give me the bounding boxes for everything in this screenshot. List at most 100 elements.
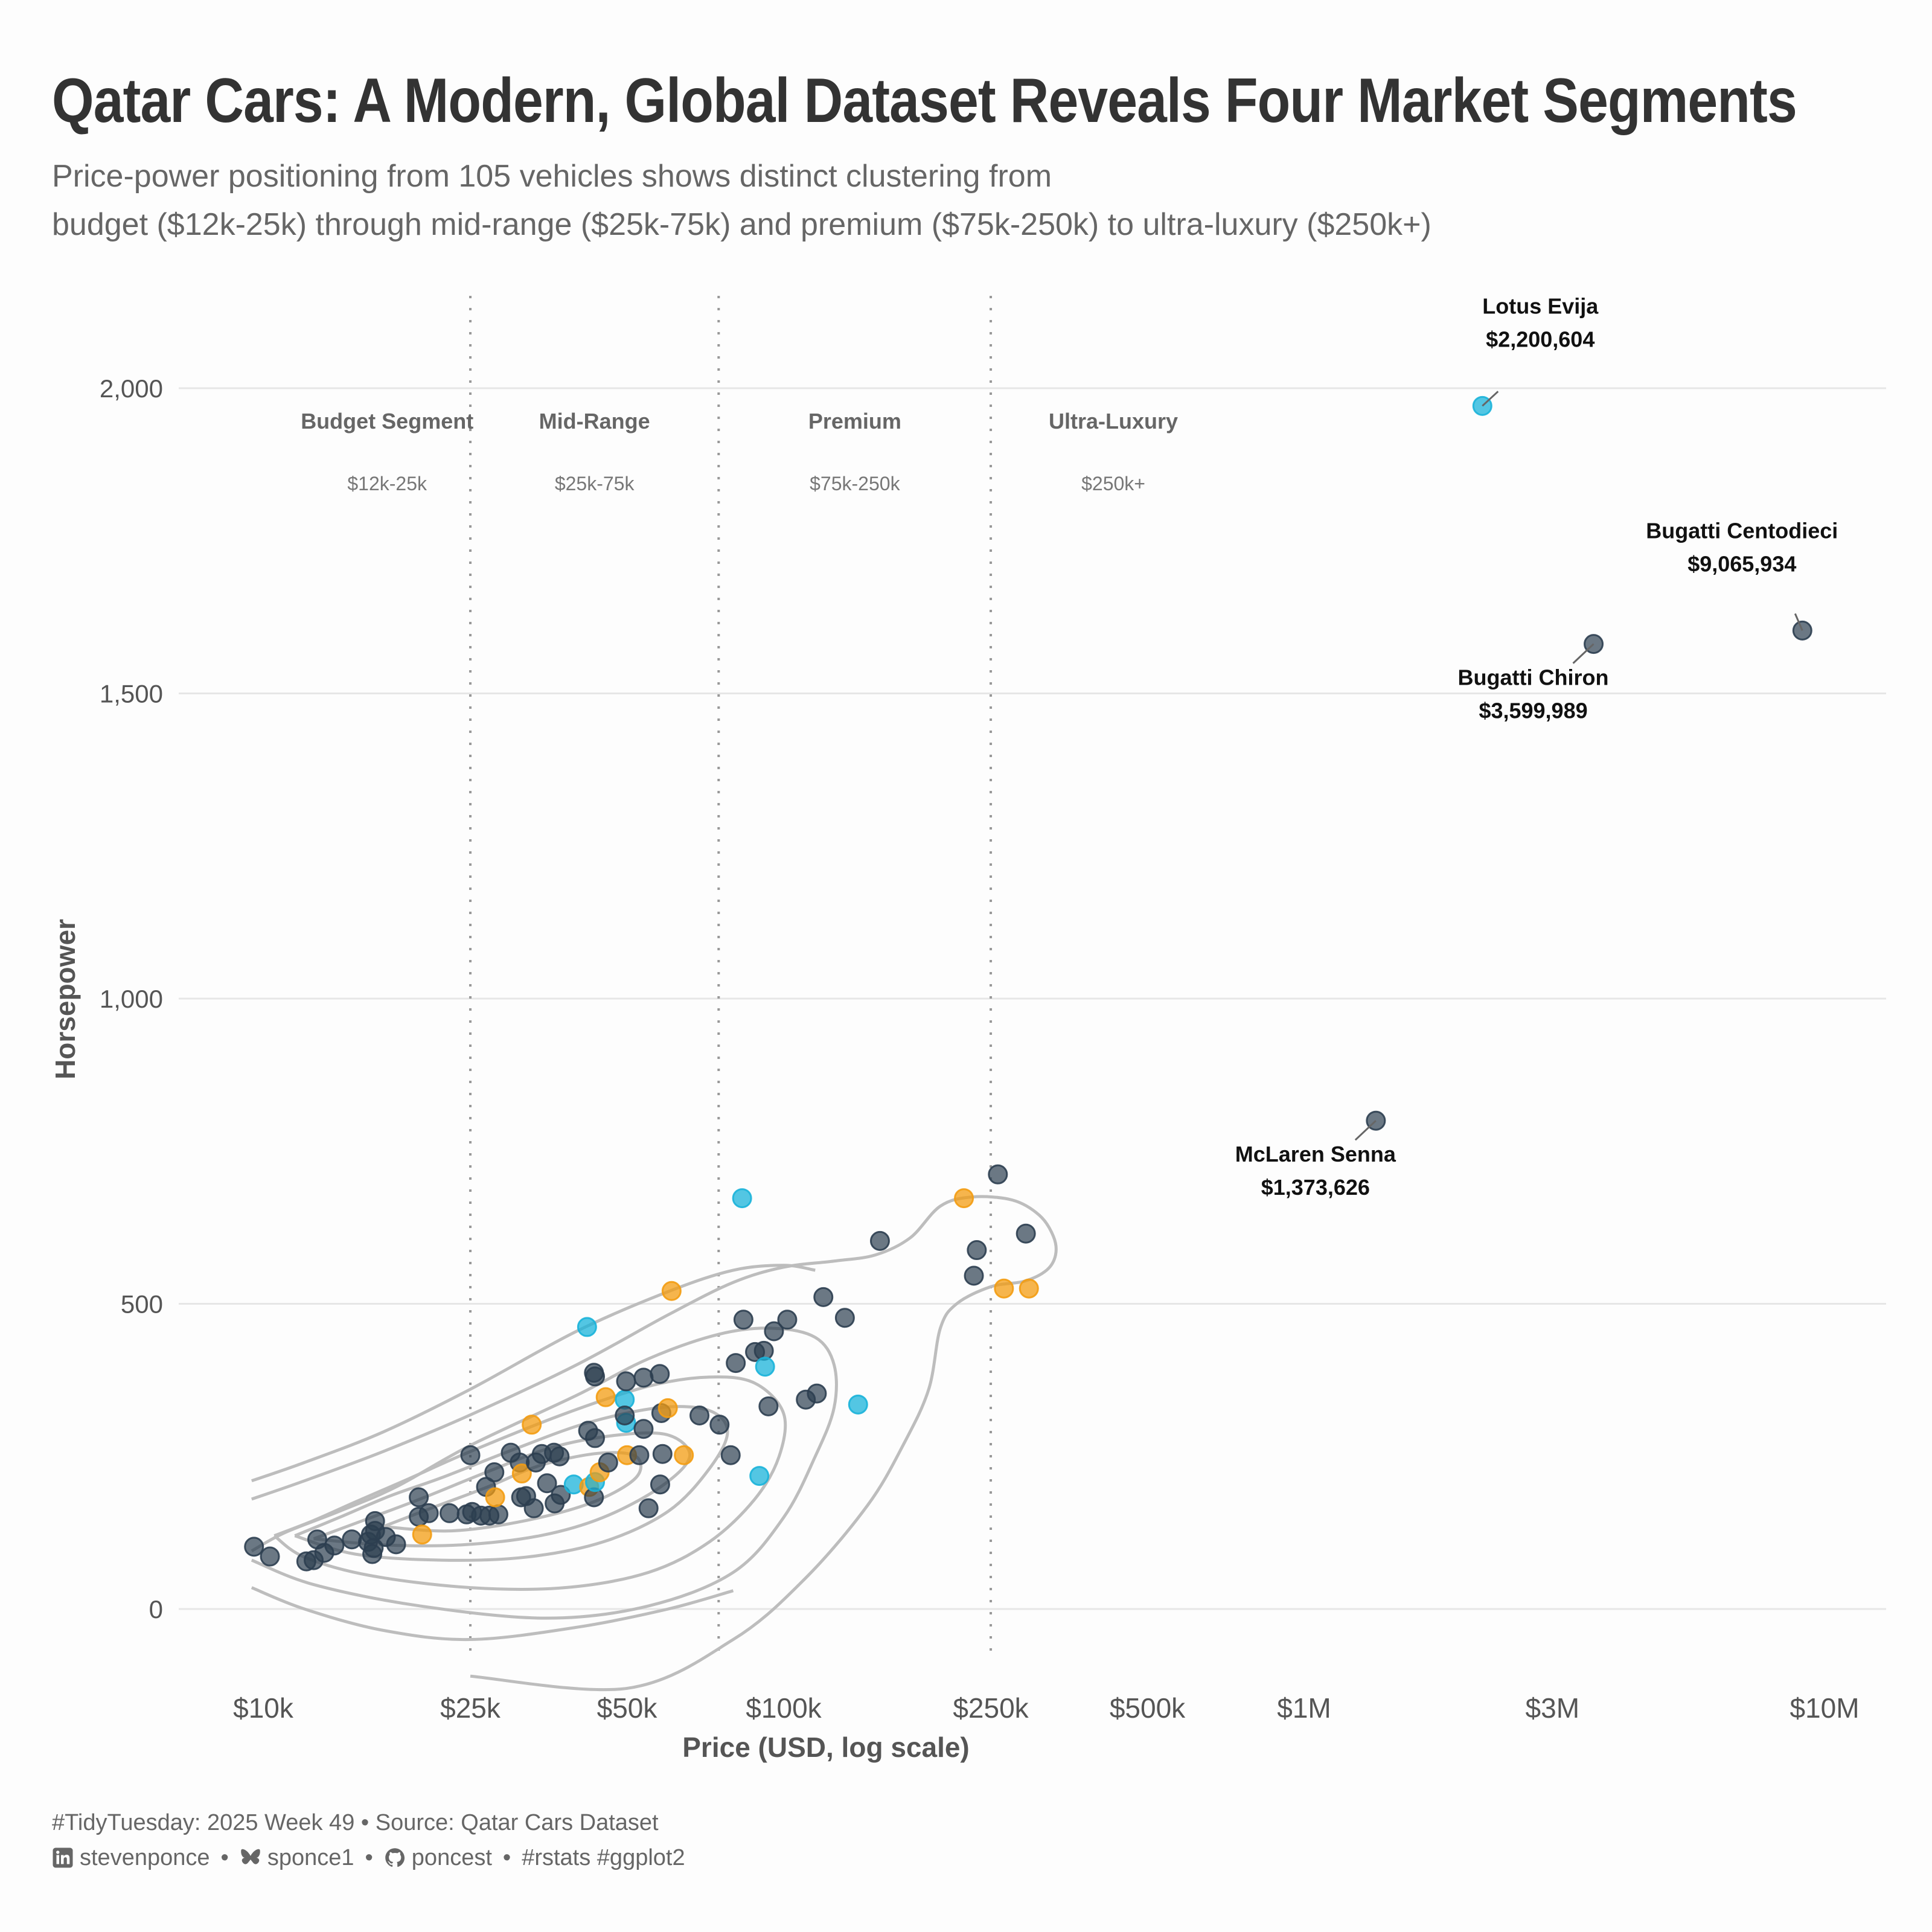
subtitle-line-2: budget ($12k-25k) through mid-range ($25… [52, 207, 1431, 242]
data-point-orange [674, 1445, 694, 1465]
bullet-separator: • [365, 1845, 373, 1870]
x-tick-label: $3M [1526, 1692, 1579, 1724]
data-point-orange [485, 1487, 505, 1508]
data-point-dark [633, 1419, 654, 1439]
density-contour-line [251, 1195, 1058, 1692]
density-contour-line [251, 1586, 734, 1642]
x-tick-label: $25k [440, 1692, 501, 1724]
data-point-dark [537, 1473, 557, 1494]
data-point-dark [967, 1240, 987, 1261]
y-tick-label: 1,000 [100, 985, 163, 1013]
data-point-orange [1019, 1278, 1039, 1299]
caption: #TidyTuesday: 2025 Week 49 • Source: Qat… [52, 1805, 685, 1875]
segment-name-label: Mid-Range [539, 409, 650, 433]
data-point-dark [758, 1396, 779, 1416]
segment-range-label: $75k-250k [810, 473, 900, 494]
annotation-car-name: Lotus Evija [1482, 293, 1599, 318]
data-point-cyan [749, 1466, 770, 1486]
annotations: Lotus Evija $2,200,604 Bugatti Centodieci $… [1235, 293, 1838, 1200]
chart-title: Qatar Cars: A Modern, Global Dataset Rev… [52, 66, 1797, 136]
data-point-cyan [848, 1394, 868, 1415]
x-tick-label: $500k [1110, 1692, 1186, 1724]
density-contour-line [273, 1375, 787, 1591]
bluesky-butterfly-icon [241, 1849, 260, 1864]
segment-labels: Budget Segment $12k-25k Mid-Range $25k-75k P… [301, 409, 1178, 494]
subtitle-line-1: Price-power positioning from 105 vehicle… [52, 159, 1052, 194]
gridlines [179, 387, 1886, 1610]
data-point-dark [652, 1444, 673, 1464]
x-tick-label: $10k [233, 1692, 294, 1724]
data-point-dark [615, 1406, 635, 1426]
data-point-dark [386, 1534, 406, 1555]
y-tick-label: 500 [121, 1290, 163, 1319]
caption-source: #TidyTuesday: 2025 Week 49 • Source: Qat… [52, 1810, 659, 1835]
data-point-dark [363, 1538, 384, 1558]
data-point-orange [994, 1278, 1014, 1299]
data-point-dark [585, 1428, 606, 1448]
data-point-orange [954, 1188, 974, 1209]
data-point-cyan [755, 1357, 775, 1377]
segment-name-label: Premium [808, 409, 901, 433]
data-point-dark [585, 1366, 606, 1387]
data-point-dark [807, 1383, 827, 1404]
segment-name-label: Ultra-Luxury [1049, 409, 1178, 433]
y-axis-ticks: 0 500 1,000 1,500 2,000 [100, 374, 163, 1623]
annotation-leader-line [1794, 613, 1803, 631]
data-point-dark [633, 1367, 654, 1388]
data-point-dark [409, 1487, 429, 1508]
data-point-orange [657, 1398, 678, 1418]
data-point-orange [511, 1463, 532, 1484]
data-point-dark [440, 1503, 460, 1523]
annotation-leader-line [1572, 643, 1595, 664]
data-points [244, 395, 1812, 1572]
data-point-dark [551, 1485, 571, 1505]
y-axis-label: Horsepower [50, 919, 81, 1080]
density-contours [251, 1195, 1058, 1692]
chart-subtitle: Price-power positioning from 105 vehicle… [52, 152, 1431, 249]
github-handle[interactable]: poncest [411, 1845, 492, 1870]
data-point-orange [412, 1524, 432, 1545]
data-point-dark [460, 1445, 481, 1465]
segment-name-label: Budget Segment [301, 409, 473, 433]
data-point-dark [689, 1406, 710, 1426]
x-tick-label: $1M [1277, 1692, 1331, 1724]
linkedin-handle[interactable]: stevenponce [80, 1845, 210, 1870]
segment-range-label: $12k-25k [347, 473, 427, 494]
annotation-price: $1,373,626 [1261, 1175, 1370, 1200]
data-point-dark [342, 1529, 362, 1550]
bullet-separator: • [220, 1845, 229, 1870]
data-point-dark [418, 1503, 439, 1523]
data-point-dark [650, 1364, 670, 1384]
x-axis-ticks: $10k $25k $50k $100k $250k $500k $1M $3M $10M [233, 1692, 1859, 1724]
data-point-orange [595, 1387, 616, 1407]
data-point-dark [324, 1535, 345, 1556]
data-point-dark [650, 1474, 670, 1495]
data-point-dark [869, 1230, 890, 1251]
data-point-dark [813, 1287, 834, 1307]
annotation-car-name: Bugatti Centodieci [1646, 518, 1838, 543]
y-tick-label: 0 [149, 1595, 163, 1623]
data-point-dark [488, 1504, 508, 1524]
data-point-dark [709, 1415, 730, 1435]
bluesky-handle[interactable]: sponce1 [267, 1845, 354, 1870]
annotation-price: $2,200,604 [1486, 327, 1595, 351]
linkedin-icon [53, 1847, 73, 1868]
data-point-dark [598, 1452, 618, 1473]
data-point-cyan [577, 1317, 597, 1337]
annotation-car-name: McLaren Senna [1235, 1142, 1396, 1166]
x-tick-label: $100k [746, 1692, 822, 1724]
annotation-price: $3,599,989 [1479, 699, 1587, 723]
data-point-dark [549, 1446, 570, 1467]
density-contour-line [251, 1326, 838, 1620]
data-point-dark [964, 1265, 984, 1286]
data-point-dark [484, 1462, 505, 1483]
caption-social: stevenponce • sponce1 • poncest • #rstat… [52, 1840, 685, 1875]
segment-range-label: $25k-75k [555, 473, 635, 494]
annotation-price: $9,065,934 [1687, 551, 1796, 576]
annotation-car-name: Bugatti Chiron [1458, 665, 1609, 690]
bullet-separator: • [502, 1845, 511, 1870]
x-tick-label: $50k [597, 1692, 658, 1724]
github-icon [385, 1848, 405, 1867]
data-point-dark [777, 1310, 798, 1330]
